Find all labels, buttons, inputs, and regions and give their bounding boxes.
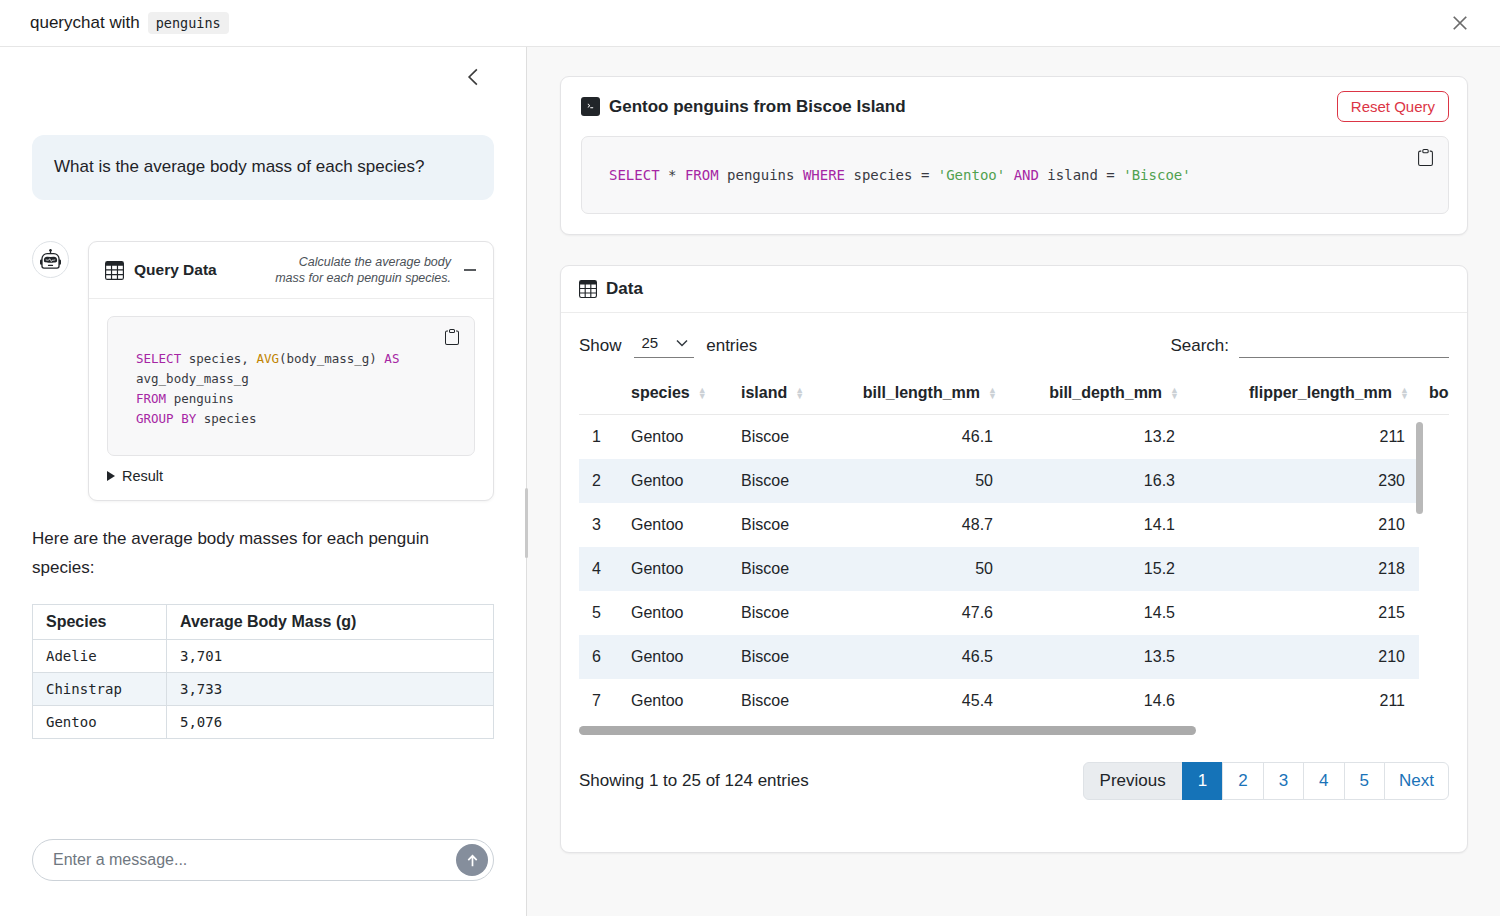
sort-icon	[795, 387, 804, 400]
assistant-message: Here are the average body masses for eac…	[32, 525, 494, 583]
table-search-control: Search:	[1170, 335, 1449, 358]
data-table-card: Data Show 25 entries Search:	[560, 265, 1468, 853]
sort-icon	[1400, 387, 1409, 400]
table-row: 2GentooBiscoe5016.3230	[579, 459, 1449, 503]
assistant-turn: Query Data Calculate the average body ma…	[32, 241, 494, 502]
chat-composer	[32, 839, 494, 881]
page-length-value: 25	[642, 334, 659, 351]
show-label: Show	[579, 336, 622, 356]
pagination-page-3[interactable]: 3	[1263, 762, 1304, 800]
chat-sidebar: What is the average body mass of each sp…	[0, 47, 527, 916]
result-summary-table: Species Average Body Mass (g) Adelie3,70…	[32, 604, 494, 739]
user-message: What is the average body mass of each sp…	[32, 135, 494, 200]
table-row: 5GentooBiscoe47.614.5215	[579, 591, 1449, 635]
table-row: Chinstrap3,733	[33, 673, 494, 706]
arrow-up-icon	[465, 853, 480, 868]
table-icon	[579, 280, 597, 298]
pagination-page-5[interactable]: 5	[1344, 762, 1385, 800]
tool-call-card: Query Data Calculate the average body ma…	[88, 241, 494, 502]
result-summary-rows: Adelie3,701Chinstrap3,733Gentoo5,076	[33, 640, 494, 739]
message-input[interactable]	[32, 839, 494, 881]
search-label: Search:	[1170, 336, 1229, 356]
horizontal-scrollbar[interactable]	[579, 726, 1196, 735]
sql-code-block: SELECT * FROM penguins WHERE species = '…	[581, 136, 1449, 214]
triangle-right-icon	[107, 471, 115, 481]
table-row: 1GentooBiscoe46.113.2211	[579, 415, 1449, 460]
column-header-rownum	[579, 372, 621, 415]
tool-card-subtitle: Calculate the average body mass for each…	[266, 254, 451, 287]
search-input[interactable]	[1239, 335, 1449, 358]
datatable-footer: Showing 1 to 25 of 124 entries Previous …	[561, 738, 1467, 800]
pagination-next[interactable]: Next	[1384, 762, 1449, 800]
pagination: Previous 1 2 3 4 5 Next	[1084, 762, 1449, 800]
pagination-previous[interactable]: Previous	[1083, 762, 1183, 800]
sidebar-collapse-button[interactable]	[462, 61, 484, 93]
result-expander-label: Result	[122, 468, 163, 484]
penguins-table-rows: 1GentooBiscoe46.113.22112GentooBiscoe501…	[579, 415, 1449, 724]
table-row: 6GentooBiscoe46.513.5210	[579, 635, 1449, 679]
table-row: 4GentooBiscoe5015.2218	[579, 547, 1449, 591]
copy-sql-button[interactable]	[442, 327, 462, 347]
app-title-text: querychat with	[30, 13, 140, 33]
app-title: querychat with penguins	[30, 12, 229, 34]
query-title: Gentoo penguins from Biscoe Island	[609, 97, 906, 117]
pagination-page-4[interactable]: 4	[1303, 762, 1344, 800]
sql-code-block: SELECT species, AVG(body_mass_g) ASavg_b…	[107, 316, 475, 456]
column-header-body-mass[interactable]: body_mass_g	[1419, 372, 1449, 415]
dataset-chip: penguins	[148, 12, 229, 34]
panel-resize-handle[interactable]	[525, 488, 528, 558]
robot-icon	[40, 249, 61, 270]
result-expander[interactable]: Result	[89, 456, 493, 500]
table-row: 7GentooBiscoe45.414.6211	[579, 679, 1449, 723]
send-button[interactable]	[456, 844, 488, 876]
close-button[interactable]	[1446, 9, 1474, 37]
column-header-bill-length[interactable]: bill_length_mm	[837, 372, 1007, 415]
column-header-bill-depth[interactable]: bill_depth_mm	[1007, 372, 1189, 415]
tool-card-title: Query Data	[134, 261, 217, 279]
entries-label: entries	[706, 336, 757, 356]
clipboard-icon	[1417, 149, 1434, 166]
avatar	[32, 241, 69, 278]
pagination-page-1[interactable]: 1	[1182, 762, 1223, 800]
reset-query-button[interactable]: Reset Query	[1337, 91, 1449, 122]
close-icon	[1450, 13, 1470, 33]
data-card-title: Data	[606, 279, 643, 299]
column-header-flipper-length[interactable]: flipper_length_mm	[1189, 372, 1419, 415]
sort-icon	[988, 387, 997, 400]
table-row: Gentoo5,076	[33, 706, 494, 739]
window-titlebar: querychat with penguins	[0, 0, 1500, 47]
table-icon	[105, 261, 124, 280]
table-row: Adelie3,701	[33, 640, 494, 673]
table-info: Showing 1 to 25 of 124 entries	[579, 771, 809, 791]
column-header-species: Species	[33, 605, 167, 640]
copy-sql-button[interactable]	[1415, 147, 1436, 168]
datatable-viewport: species island bill_length_mm bill_depth…	[579, 372, 1449, 738]
datatable-controls: Show 25 entries Search:	[561, 313, 1467, 358]
table-row: 3GentooBiscoe48.714.1210	[579, 503, 1449, 547]
chevron-down-icon	[676, 339, 688, 347]
page-length-select[interactable]: 25	[634, 334, 695, 358]
pagination-page-2[interactable]: 2	[1222, 762, 1263, 800]
terminal-icon	[581, 97, 600, 116]
main-panel: Gentoo penguins from Biscoe Island Reset…	[527, 47, 1500, 916]
column-header-island[interactable]: island	[731, 372, 837, 415]
sql-code: SELECT * FROM penguins WHERE species = '…	[609, 167, 1422, 183]
column-header-species[interactable]: species	[621, 372, 731, 415]
page-length-control: Show 25 entries	[579, 334, 757, 358]
clipboard-icon	[444, 329, 460, 345]
current-query-card: Gentoo penguins from Biscoe Island Reset…	[560, 76, 1468, 235]
collapse-card-button[interactable]	[461, 261, 479, 279]
sql-code: SELECT species, AVG(body_mass_g) ASavg_b…	[136, 349, 460, 429]
chevron-left-icon	[466, 68, 480, 86]
sort-icon	[1170, 387, 1179, 400]
vertical-scrollbar[interactable]	[1416, 422, 1423, 514]
penguins-table: species island bill_length_mm bill_depth…	[579, 372, 1449, 723]
minus-icon	[463, 263, 477, 277]
sort-icon	[698, 387, 707, 400]
column-header-avg-body-mass: Average Body Mass (g)	[167, 605, 494, 640]
